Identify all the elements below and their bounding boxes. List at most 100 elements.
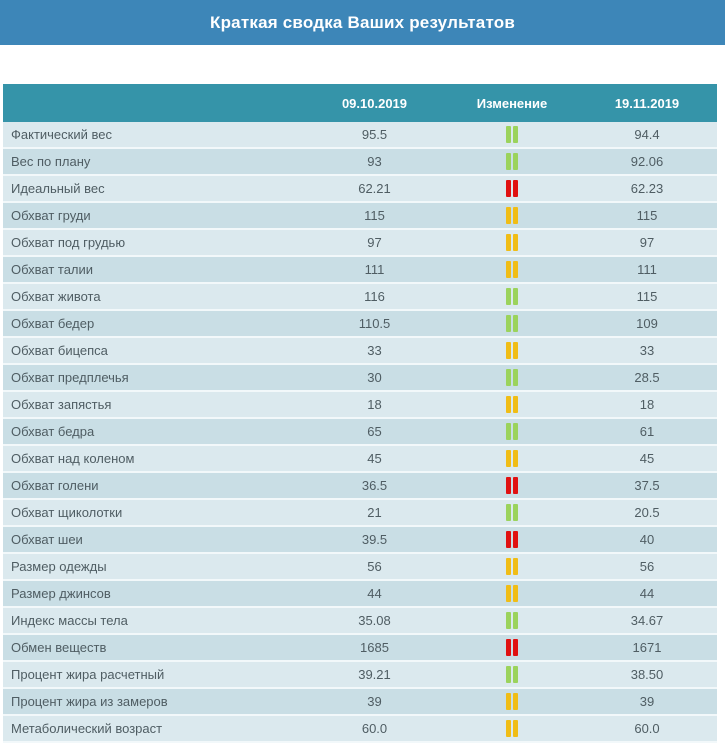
change-indicator xyxy=(447,284,577,309)
metric-label: Размер джинсов xyxy=(11,586,111,601)
value-after: 115 xyxy=(636,289,658,304)
change-bar-icon xyxy=(513,315,518,332)
change-indicator xyxy=(447,689,577,714)
change-bar-icon xyxy=(513,612,518,629)
metric-label: Обхват талии xyxy=(11,262,94,277)
value-after: 20.5 xyxy=(634,505,660,520)
change-bar-icon xyxy=(513,720,518,737)
value-after: 33 xyxy=(639,343,655,358)
change-bar-icon xyxy=(506,639,511,656)
change-bar-icon xyxy=(506,585,511,602)
metric-label: Обхват бедра xyxy=(11,424,95,439)
change-bar-icon xyxy=(506,288,511,305)
value-before: 39.5 xyxy=(361,532,388,547)
value-after: 62.23 xyxy=(630,181,664,196)
metric-label: Вес по плану xyxy=(11,154,91,169)
change-bar-icon xyxy=(506,315,511,332)
table-row: Процент жира из замеров 39 39 xyxy=(3,689,717,716)
value-before: 93 xyxy=(367,154,382,169)
change-bar-icon xyxy=(513,639,518,656)
change-indicator xyxy=(447,122,577,147)
value-before: 65 xyxy=(367,424,382,439)
change-bar-icon xyxy=(506,261,511,278)
value-after: 38.50 xyxy=(630,667,664,682)
change-bar-icon xyxy=(513,693,518,710)
change-bar-icon xyxy=(513,504,518,521)
change-indicator xyxy=(447,554,577,579)
change-bar-icon xyxy=(513,180,518,197)
table-row: Обхват шеи 39.5 40 xyxy=(3,527,717,554)
table-row: Обхват талии 111 111 xyxy=(3,257,717,284)
column-header-change: Изменение xyxy=(476,95,548,111)
value-before: 97 xyxy=(367,235,382,250)
metric-label: Обхват бицепса xyxy=(11,343,108,358)
value-before: 30 xyxy=(367,370,382,385)
value-after: 34.67 xyxy=(630,613,664,628)
value-before: 33 xyxy=(367,343,382,358)
value-before: 39.21 xyxy=(358,667,391,682)
change-bar-icon xyxy=(506,423,511,440)
value-after: 1671 xyxy=(632,640,662,655)
change-bar-icon xyxy=(506,558,511,575)
value-before: 45 xyxy=(367,451,382,466)
value-before: 36.5 xyxy=(361,478,388,493)
change-indicator xyxy=(447,581,577,606)
change-bar-icon xyxy=(506,531,511,548)
metric-label: Обмен веществ xyxy=(11,640,107,655)
table-row: Фактический вес 95.5 94.4 xyxy=(3,122,717,149)
table-row: Процент жира расчетный 39.21 38.50 xyxy=(3,662,717,689)
column-header-date-after: 19.11.2019 xyxy=(614,95,680,111)
change-indicator xyxy=(447,527,577,552)
value-before: 18 xyxy=(367,397,382,412)
metric-label: Обхват бедер xyxy=(11,316,95,331)
value-before: 111 xyxy=(364,262,385,277)
change-bar-icon xyxy=(506,450,511,467)
value-before: 44 xyxy=(367,586,382,601)
value-before: 21 xyxy=(367,505,382,520)
change-bar-icon xyxy=(513,558,518,575)
table-body: Фактический вес 95.5 94.4 Вес по плану 9… xyxy=(3,122,717,743)
change-bar-icon xyxy=(513,423,518,440)
change-bar-icon xyxy=(506,369,511,386)
table-row: Индекс массы тела 35.08 34.67 xyxy=(3,608,717,635)
value-after: 61 xyxy=(639,424,655,439)
value-after: 28.5 xyxy=(634,370,660,385)
change-bar-icon xyxy=(513,342,518,359)
metric-label: Обхват шеи xyxy=(11,532,83,547)
change-bar-icon xyxy=(506,180,511,197)
change-bar-icon xyxy=(513,585,518,602)
value-after: 115 xyxy=(636,208,658,223)
change-indicator xyxy=(447,257,577,282)
table-row: Обхват предплечья 30 28.5 xyxy=(3,365,717,392)
change-bar-icon xyxy=(513,153,518,170)
change-bar-icon xyxy=(506,720,511,737)
table-row: Обхват над коленом 45 45 xyxy=(3,446,717,473)
change-indicator xyxy=(447,149,577,174)
value-after: 97 xyxy=(639,235,655,250)
table-row: Обхват запястья 18 18 xyxy=(3,392,717,419)
table-row: Обмен веществ 1685 1671 xyxy=(3,635,717,662)
value-after: 92.06 xyxy=(630,154,664,169)
change-bar-icon xyxy=(506,666,511,683)
change-bar-icon xyxy=(513,126,518,143)
change-bar-icon xyxy=(513,477,518,494)
table-row: Метаболический возраст 60.0 60.0 xyxy=(3,716,717,743)
change-bar-icon xyxy=(513,396,518,413)
change-indicator xyxy=(447,311,577,336)
table-row: Обхват голени 36.5 37.5 xyxy=(3,473,717,500)
change-bar-icon xyxy=(506,396,511,413)
metric-label: Размер одежды xyxy=(11,559,107,574)
value-before: 56 xyxy=(367,559,382,574)
change-bar-icon xyxy=(506,477,511,494)
change-bar-icon xyxy=(513,288,518,305)
table-row: Обхват под грудью 97 97 xyxy=(3,230,717,257)
metric-label: Обхват щиколотки xyxy=(11,505,123,520)
summary-banner: Краткая сводка Ваших результатов xyxy=(0,0,725,45)
value-after: 39 xyxy=(639,694,655,709)
metric-label: Обхват голени xyxy=(11,478,99,493)
change-bar-icon xyxy=(513,261,518,278)
metric-label: Фактический вес xyxy=(11,127,112,142)
table-row: Обхват груди 115 115 xyxy=(3,203,717,230)
change-indicator xyxy=(447,419,577,444)
change-indicator xyxy=(447,716,577,741)
